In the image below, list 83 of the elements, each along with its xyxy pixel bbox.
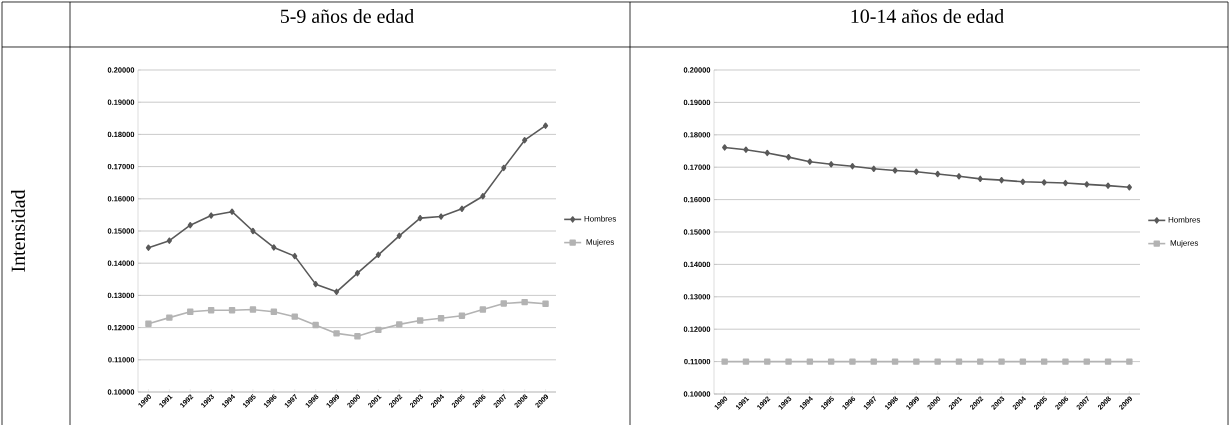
point	[870, 358, 877, 365]
point	[292, 252, 298, 260]
point	[934, 358, 941, 365]
point	[396, 232, 402, 240]
point	[187, 222, 193, 229]
point	[375, 251, 381, 259]
point	[187, 308, 194, 316]
point	[333, 288, 340, 296]
point	[313, 280, 319, 288]
point	[977, 358, 984, 365]
point	[1083, 358, 1090, 365]
point	[827, 358, 835, 365]
point	[1019, 358, 1027, 365]
point	[459, 205, 465, 212]
point	[333, 330, 340, 337]
point	[1062, 358, 1069, 365]
point	[1084, 181, 1090, 188]
point	[522, 136, 528, 144]
point	[437, 315, 445, 322]
point	[417, 214, 423, 222]
point	[249, 306, 257, 313]
point	[721, 358, 728, 365]
point	[500, 300, 507, 307]
point	[955, 358, 963, 365]
point	[785, 153, 792, 161]
point	[1126, 184, 1132, 191]
point	[764, 358, 771, 365]
point	[1020, 178, 1026, 185]
point	[742, 358, 750, 365]
point	[913, 168, 919, 175]
point	[438, 213, 444, 220]
point	[998, 358, 1005, 365]
point	[396, 321, 403, 328]
point	[228, 307, 236, 314]
point	[977, 175, 983, 183]
point	[743, 146, 749, 153]
point	[291, 313, 298, 320]
point	[458, 312, 466, 319]
point	[764, 149, 770, 157]
point	[892, 167, 898, 174]
chart-title: 5-9 años de edad	[280, 9, 414, 24]
point	[250, 227, 256, 235]
point	[998, 176, 1005, 184]
point	[208, 212, 214, 219]
point	[913, 358, 920, 365]
point	[1126, 358, 1133, 365]
point	[806, 358, 814, 365]
point	[479, 306, 487, 313]
point	[480, 193, 486, 200]
point	[166, 314, 173, 321]
point	[166, 237, 172, 244]
point	[807, 158, 813, 165]
point	[1105, 182, 1111, 189]
point	[849, 163, 856, 170]
point	[416, 317, 424, 324]
point	[542, 300, 549, 307]
point	[1040, 358, 1048, 365]
point	[375, 326, 382, 334]
point	[145, 320, 152, 327]
point	[1104, 358, 1112, 365]
point	[1062, 179, 1069, 187]
chart-title: 10-14 años de edad	[851, 9, 1004, 24]
point	[501, 164, 507, 172]
point	[145, 244, 152, 251]
point	[270, 308, 278, 316]
point	[956, 173, 962, 180]
point	[271, 244, 277, 251]
point	[312, 321, 319, 329]
y-axis-title: Intensidad	[10, 189, 25, 272]
point	[891, 358, 899, 365]
point	[935, 170, 941, 178]
point	[871, 165, 877, 173]
point	[354, 333, 361, 340]
point	[785, 358, 792, 365]
point	[849, 358, 856, 365]
point	[542, 122, 549, 129]
point	[354, 269, 361, 277]
point	[521, 298, 528, 306]
point	[207, 307, 215, 314]
point	[722, 144, 728, 151]
point	[828, 161, 834, 168]
point	[229, 208, 235, 215]
point	[1041, 179, 1047, 186]
